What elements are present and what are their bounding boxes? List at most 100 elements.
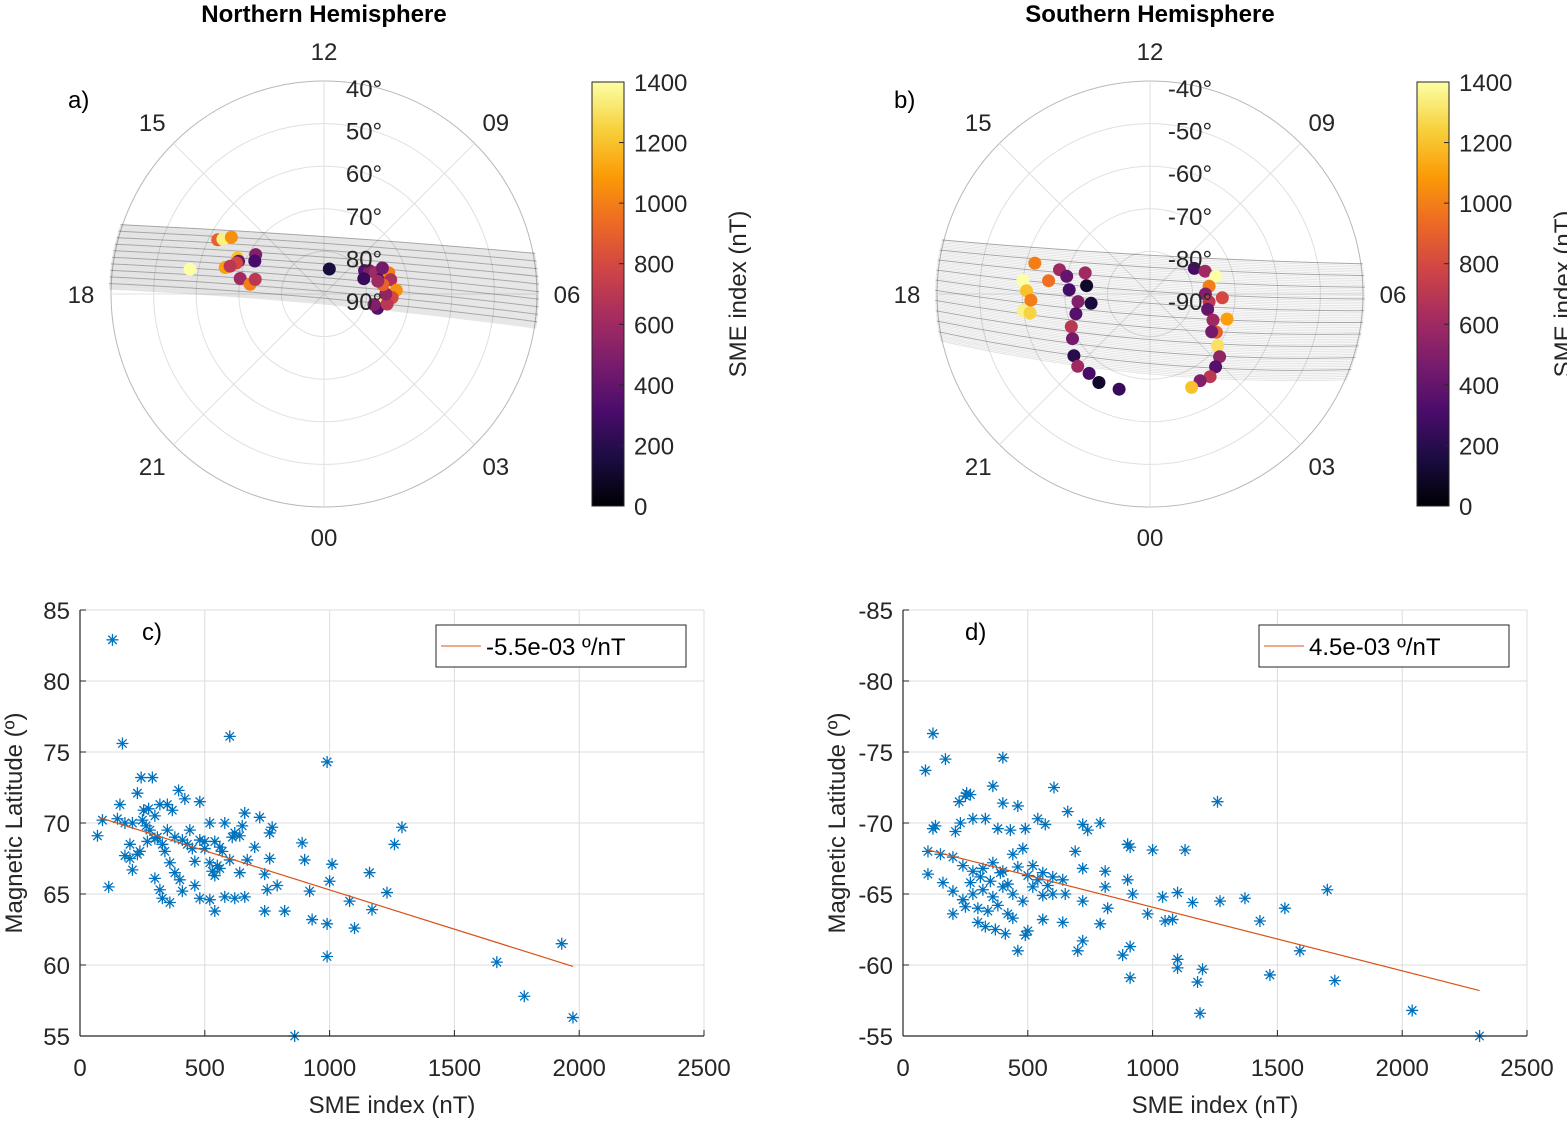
track-line xyxy=(109,272,539,312)
asterisk-marker xyxy=(1048,781,1061,794)
mlt-label: 03 xyxy=(482,454,509,481)
track-band-north xyxy=(109,223,539,330)
x-tick-label: 2500 xyxy=(1500,1055,1553,1082)
scatter-point xyxy=(1039,818,1052,831)
asterisk-marker xyxy=(102,880,115,893)
scatter-point xyxy=(168,831,181,844)
scatter-point xyxy=(188,879,201,892)
mlt-label: 18 xyxy=(894,282,921,309)
scatter-point xyxy=(986,890,999,903)
asterisk-marker xyxy=(989,923,1002,936)
track-line xyxy=(109,250,539,287)
track-line xyxy=(935,310,1365,349)
asterisk-marker xyxy=(1196,963,1209,976)
asterisk-marker xyxy=(226,831,239,844)
polar-point xyxy=(1201,302,1215,316)
track-line xyxy=(935,306,1365,344)
asterisk-marker xyxy=(91,829,104,842)
y-tick-label: 70 xyxy=(43,811,70,838)
asterisk-marker xyxy=(1171,961,1184,974)
scatter-point xyxy=(321,950,334,963)
y-tick-label: 60 xyxy=(43,953,70,980)
asterisk-marker xyxy=(181,838,194,851)
asterisk-marker xyxy=(518,990,531,1003)
asterisk-marker xyxy=(1124,971,1137,984)
scatter-point xyxy=(166,804,179,817)
asterisk-marker xyxy=(971,916,984,929)
asterisk-marker xyxy=(123,852,136,865)
asterisk-marker xyxy=(1019,929,1032,942)
asterisk-marker xyxy=(258,868,271,881)
asterisk-marker xyxy=(233,829,246,842)
track-line xyxy=(109,262,539,300)
track-line xyxy=(109,263,539,301)
scatter-point xyxy=(946,851,959,864)
x-tick-label: 2000 xyxy=(553,1055,606,1082)
track-line xyxy=(109,249,539,285)
fit-line xyxy=(927,849,1480,992)
scatter-point xyxy=(135,771,148,784)
scatter-point xyxy=(1016,842,1029,855)
track-line xyxy=(935,284,1365,318)
asterisk-marker xyxy=(566,1011,579,1024)
colorbar-south: 0 200 400 600 800 1000 1200 1400 SME ind… xyxy=(1416,70,1567,521)
asterisk-marker xyxy=(135,771,148,784)
asterisk-marker xyxy=(203,856,216,869)
track-line xyxy=(109,243,539,278)
scatter-point xyxy=(263,852,276,865)
asterisk-marker xyxy=(236,819,249,832)
asterisk-marker xyxy=(228,892,241,905)
asterisk-marker xyxy=(163,856,176,869)
scatter-point xyxy=(233,829,246,842)
track-line xyxy=(935,281,1365,315)
polar-title-south: Southern Hemisphere xyxy=(1025,1,1274,28)
scatter-point xyxy=(1069,845,1082,858)
track-line xyxy=(935,280,1365,313)
scatter-point xyxy=(1328,974,1341,987)
asterisk-marker xyxy=(946,885,959,898)
polar-point xyxy=(1211,339,1225,353)
scatter-point xyxy=(218,890,231,903)
scatter-point xyxy=(137,804,150,817)
scatter-point xyxy=(1293,944,1306,957)
mlt-spoke xyxy=(1149,293,1301,445)
scatter-point xyxy=(123,838,136,851)
polar-point xyxy=(371,274,385,288)
scatter-point xyxy=(1194,1007,1207,1020)
track-line xyxy=(935,286,1365,320)
track-line xyxy=(935,273,1365,305)
scatter-point xyxy=(1059,888,1072,900)
track-line xyxy=(935,251,1365,280)
scatter-point xyxy=(91,829,104,842)
polar-point xyxy=(1064,320,1078,334)
asterisk-marker xyxy=(298,853,311,866)
x-tick-label: 1500 xyxy=(428,1055,481,1082)
scatter-point xyxy=(233,866,246,879)
asterisk-marker xyxy=(1061,805,1074,818)
colorbar-tick-label: 400 xyxy=(1459,373,1499,400)
asterisk-marker xyxy=(991,822,1004,835)
scatter-point xyxy=(143,824,156,837)
asterisk-marker xyxy=(921,868,934,881)
asterisk-marker xyxy=(258,905,271,918)
polar-point xyxy=(1215,291,1229,305)
asterisk-marker xyxy=(996,797,1009,810)
scatter-point xyxy=(1011,861,1024,874)
scatter-point xyxy=(141,835,154,848)
scatter-point xyxy=(363,866,376,879)
scatter-point xyxy=(218,817,231,829)
scatter-point xyxy=(1076,818,1089,831)
y-tick-label: -70 xyxy=(858,811,893,838)
asterisk-marker xyxy=(1263,968,1276,981)
asterisk-marker xyxy=(228,826,241,839)
asterisk-marker xyxy=(555,937,568,950)
track-line xyxy=(109,282,539,323)
scatter-point xyxy=(153,798,166,811)
track-line xyxy=(109,227,539,259)
track-line xyxy=(935,309,1365,347)
mlt-label: 00 xyxy=(311,525,338,552)
asterisk-marker xyxy=(1031,812,1044,825)
track-line xyxy=(935,261,1365,292)
scatter-point xyxy=(1171,953,1184,966)
track-line xyxy=(109,268,539,307)
